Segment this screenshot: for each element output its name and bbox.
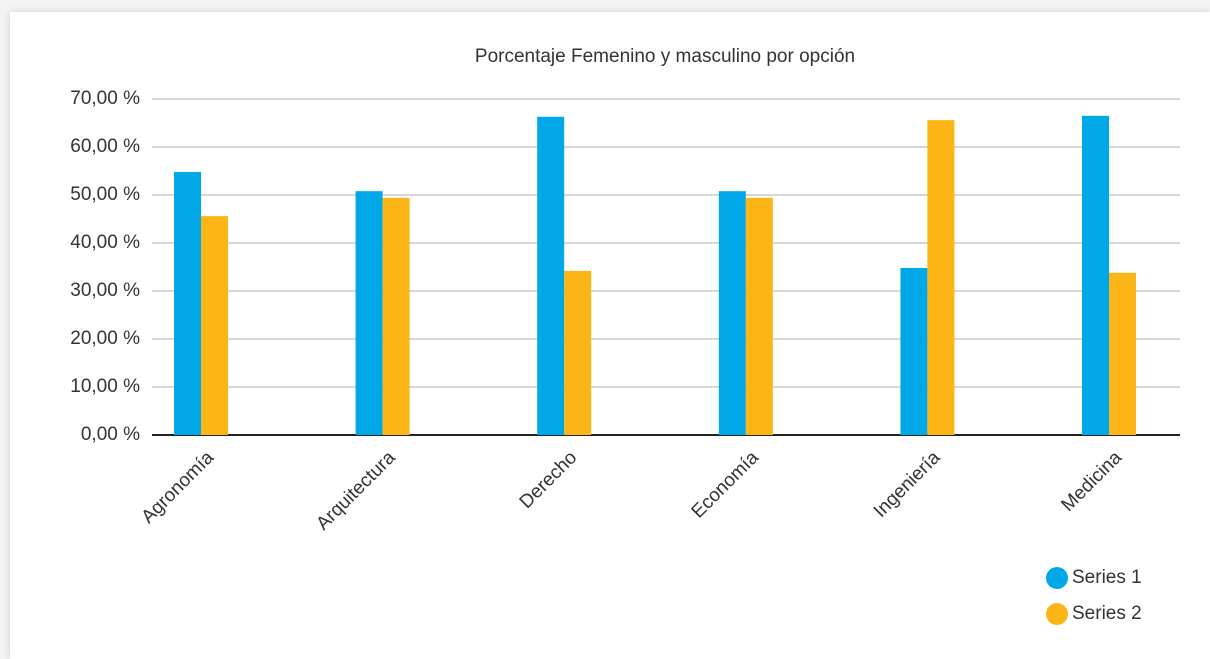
- x-tick-label: Medicina: [1057, 447, 1126, 516]
- x-tick-label: Arquitectura: [312, 447, 400, 535]
- chart-title: Porcentaje Femenino y masculino por opci…: [475, 46, 855, 67]
- x-tick-label: Agronomía: [138, 447, 219, 528]
- y-tick-label: 40,00 %: [70, 232, 140, 253]
- y-tick-label: 20,00 %: [70, 328, 140, 349]
- bar: [382, 197, 410, 435]
- bar: [1109, 272, 1136, 435]
- y-tick-label: 50,00 %: [70, 184, 140, 205]
- y-tick-label: 30,00 %: [70, 280, 140, 301]
- bar: [900, 267, 928, 435]
- bar: [537, 116, 565, 435]
- bar: [355, 191, 383, 435]
- bar: [174, 171, 201, 435]
- y-tick-label: 0,00 %: [81, 424, 140, 445]
- bar: [201, 216, 228, 435]
- x-tick-label: Economía: [688, 447, 764, 523]
- legend-label: Series 2: [1072, 603, 1142, 624]
- bar: [745, 197, 773, 435]
- legend-swatch: [1046, 603, 1068, 625]
- x-tick-label: Ingeniería: [870, 447, 945, 522]
- bar: [564, 270, 592, 435]
- y-tick-label: 10,00 %: [70, 376, 140, 397]
- bar: [1082, 115, 1109, 436]
- bar: [927, 120, 955, 436]
- x-tick-label: Derecho: [516, 447, 582, 513]
- bar: [718, 191, 746, 435]
- legend-swatch: [1046, 567, 1068, 589]
- legend-label: Series 1: [1072, 567, 1142, 588]
- y-tick-label: 70,00 %: [70, 88, 140, 109]
- y-tick-label: 60,00 %: [70, 136, 140, 157]
